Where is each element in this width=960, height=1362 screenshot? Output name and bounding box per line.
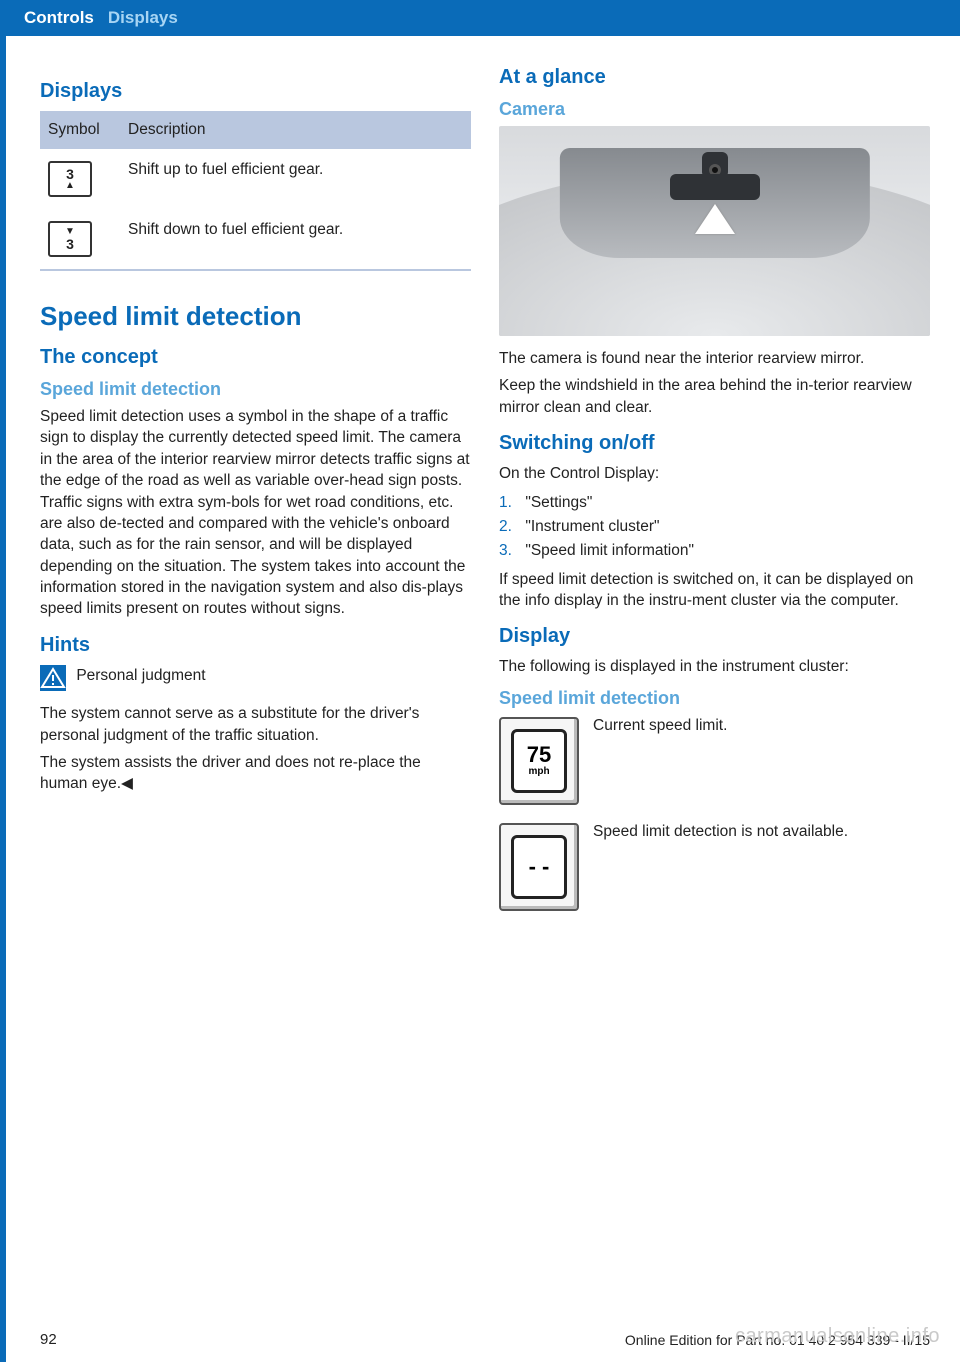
page-number: 92	[40, 1331, 57, 1348]
right-column: At a glance Camera The camera is found n…	[499, 66, 930, 929]
gear-number: 3	[66, 167, 74, 181]
heading-switching: Switching on/off	[499, 432, 930, 455]
arrow-up-icon	[695, 204, 735, 234]
sl-text: Current speed limit.	[593, 717, 930, 735]
speed-limit-75-icon: 75 mph	[499, 717, 579, 805]
sl-unit: mph	[528, 766, 549, 777]
display-body: The following is displayed in the instru…	[499, 656, 930, 677]
camera-p2: Keep the windshield in the area behind t…	[499, 375, 930, 418]
sl-text: Speed limit detection is not available.	[593, 823, 930, 841]
breadcrumb-controls: Controls	[24, 8, 94, 28]
arrow-up-icon: ▲	[65, 181, 75, 191]
camera-illustration	[499, 126, 930, 336]
switch-intro: On the Control Display:	[499, 463, 930, 484]
step-text: "Instrument cluster"	[525, 518, 659, 535]
hints-p2: The system assists the driver and does n…	[40, 752, 471, 795]
footer: 92 Online Edition for Part no. 01 40 2 9…	[40, 1331, 930, 1348]
hints-block: Personal judgment The system cannot serv…	[40, 665, 471, 795]
gear-down-icon: ▼ 3	[48, 221, 92, 257]
table-row: 3 ▲ Shift up to fuel efficient gear.	[40, 149, 471, 209]
step-text: "Speed limit information"	[525, 542, 694, 559]
camera-p1: The camera is found near the interior re…	[499, 348, 930, 369]
concept-body: Speed limit detection uses a symbol in t…	[40, 406, 471, 620]
sl-value: - -	[529, 856, 550, 878]
content-columns: Displays Symbol Description 3 ▲	[6, 36, 960, 929]
step-text: "Settings"	[525, 494, 592, 511]
table-row: ▼ 3 Shift down to fuel efficient gear.	[40, 209, 471, 270]
gear-up-icon: 3 ▲	[48, 161, 92, 197]
th-description: Description	[120, 111, 471, 149]
speed-limit-row: 75 mph Current speed limit.	[499, 717, 930, 805]
heading-at-a-glance: At a glance	[499, 66, 930, 89]
hints-title: Personal judgment	[76, 667, 205, 684]
sl-value: 75	[527, 744, 551, 766]
gear-number: 3	[66, 237, 74, 251]
row-desc: Shift up to fuel efficient gear.	[120, 149, 471, 209]
speed-limit-na-icon: - -	[499, 823, 579, 911]
heading-displays: Displays	[40, 80, 471, 103]
heading-hints: Hints	[40, 634, 471, 657]
step-number: 2.	[499, 518, 521, 536]
list-item: 2. "Instrument cluster"	[499, 515, 930, 539]
switch-after: If speed limit detection is switched on,…	[499, 569, 930, 612]
subheading-speed-limit-detection: Speed limit detection	[40, 379, 471, 400]
subheading-speed-limit-detection: Speed limit detection	[499, 688, 930, 709]
speed-limit-row: - - Speed limit detection is not availab…	[499, 823, 930, 911]
symbol-table: Symbol Description 3 ▲ Shift up to fuel …	[40, 111, 471, 271]
heading-display: Display	[499, 625, 930, 648]
step-number: 3.	[499, 542, 521, 560]
steps-list: 1. "Settings" 2. "Instrument cluster" 3.…	[499, 491, 930, 563]
list-item: 1. "Settings"	[499, 491, 930, 515]
list-item: 3. "Speed limit information"	[499, 539, 930, 563]
heading-the-concept: The concept	[40, 346, 471, 369]
warning-icon	[40, 665, 66, 697]
heading-speed-limit-detection: Speed limit detection	[40, 301, 471, 332]
part-number: Online Edition for Part no. 01 40 2 954 …	[625, 1332, 930, 1348]
left-column: Displays Symbol Description 3 ▲	[40, 66, 471, 929]
header-bar: Controls Displays	[6, 0, 960, 36]
hints-p1: The system cannot serve as a substitute …	[40, 703, 471, 746]
breadcrumb-displays: Displays	[108, 8, 178, 28]
row-desc: Shift down to fuel efficient gear.	[120, 209, 471, 270]
page: Controls Displays Displays Symbol Descri…	[0, 0, 960, 1362]
heading-camera: Camera	[499, 99, 930, 120]
th-symbol: Symbol	[40, 111, 120, 149]
step-number: 1.	[499, 494, 521, 512]
